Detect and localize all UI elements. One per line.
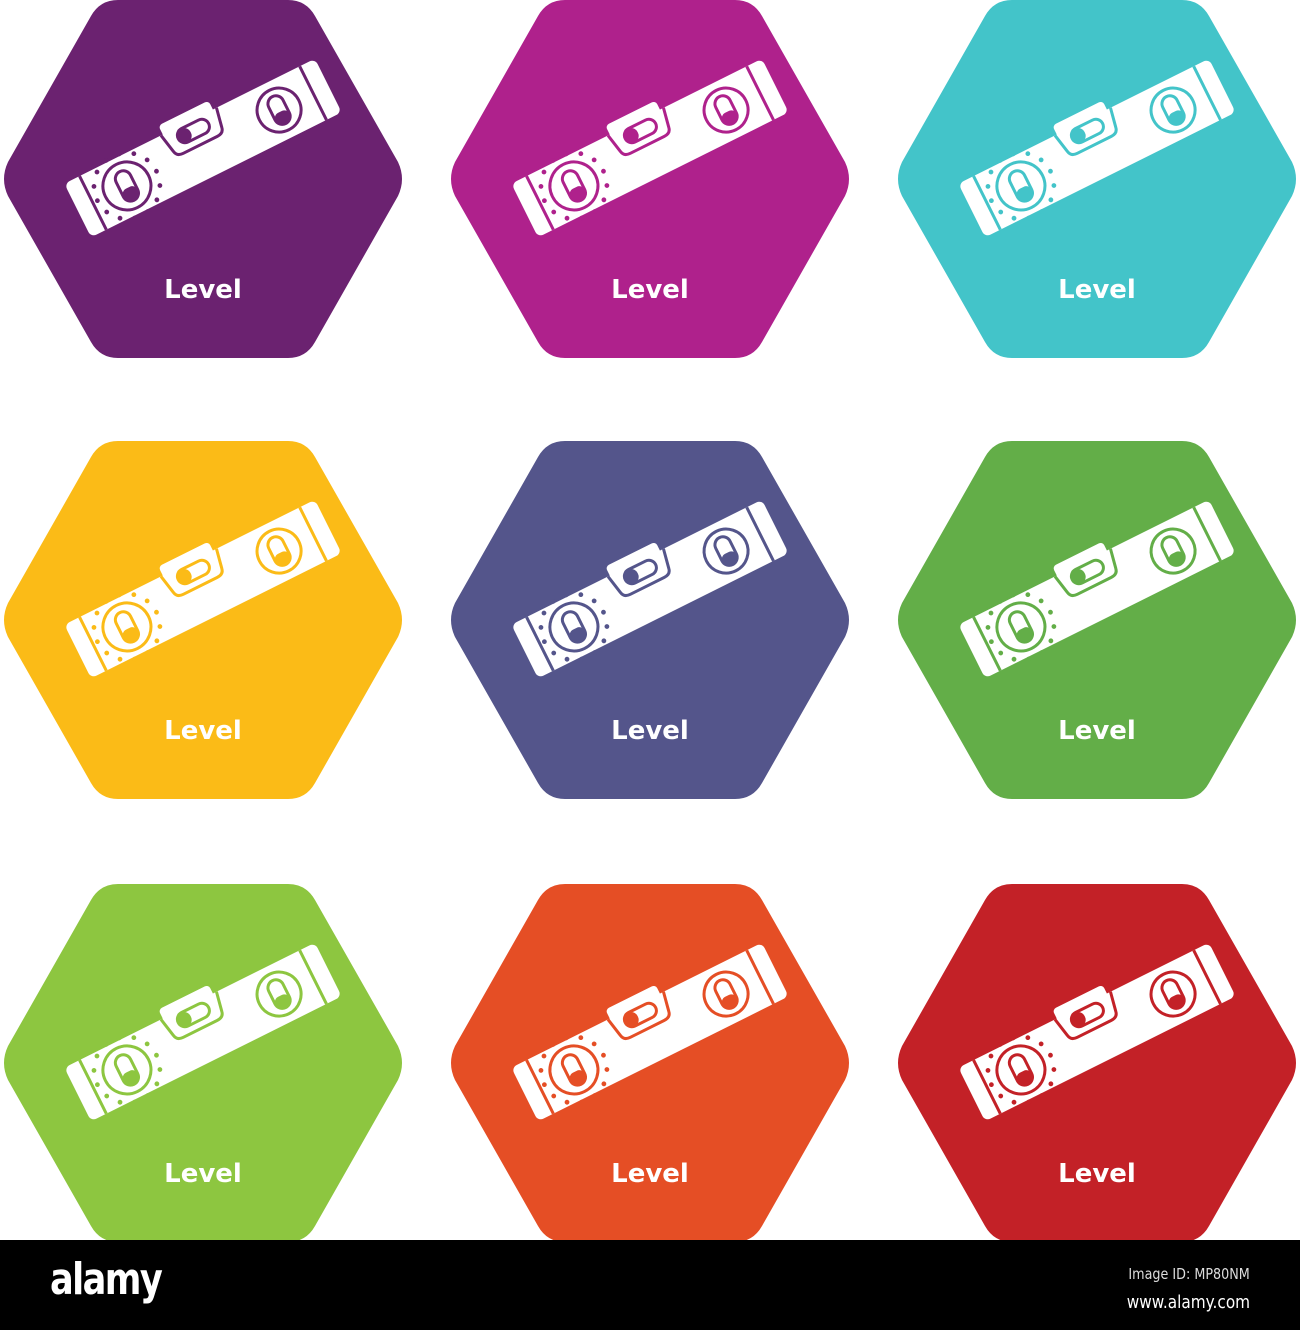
- hexagon-icon-tile: Level: [447, 0, 853, 358]
- hexagon-icon-tile: Level: [894, 0, 1300, 358]
- hexagon-icon-tile: Level: [447, 441, 853, 799]
- spirit-level-icon: [960, 501, 1234, 677]
- icon-label: Level: [164, 275, 242, 305]
- spirit-level-icon: [513, 944, 787, 1120]
- image-id: Image ID: MP80NM: [1128, 1265, 1250, 1283]
- hexagon-shape: [4, 0, 402, 358]
- hexagon-shape: [451, 441, 849, 799]
- spirit-level-icon: [66, 944, 340, 1120]
- spirit-level-icon: [960, 944, 1234, 1120]
- footer-bar: alamy Image ID: MP80NM www.alamy.com: [0, 1240, 1300, 1330]
- icon-label: Level: [611, 1159, 689, 1189]
- hexagon-shape: [898, 441, 1296, 799]
- icon-label: Level: [1058, 1159, 1136, 1189]
- spirit-level-icon: [66, 60, 340, 236]
- spirit-level-icon: [960, 60, 1234, 236]
- website-link[interactable]: www.alamy.com: [1126, 1292, 1250, 1313]
- hexagon-icon-tile: Level: [447, 884, 853, 1242]
- hexagon-shape: [4, 441, 402, 799]
- spirit-level-icon: [66, 501, 340, 677]
- icon-label: Level: [1058, 275, 1136, 305]
- hexagon-shape: [451, 0, 849, 358]
- hexagon-icon-tile: Level: [0, 0, 406, 358]
- spirit-level-icon: [513, 501, 787, 677]
- alamy-logo: alamy: [50, 1254, 163, 1305]
- hexagon-icon-tile: Level: [0, 441, 406, 799]
- icon-label: Level: [611, 275, 689, 305]
- icon-label: Level: [611, 716, 689, 746]
- hexagon-shape: [451, 884, 849, 1242]
- hexagon-shape: [898, 884, 1296, 1242]
- hexagon-icon-tile: Level: [894, 884, 1300, 1242]
- icon-label: Level: [164, 1159, 242, 1189]
- hexagon-shape: [4, 884, 402, 1242]
- hexagon-shape: [898, 0, 1296, 358]
- hexagon-icon-tile: Level: [894, 441, 1300, 799]
- spirit-level-icon: [513, 60, 787, 236]
- icon-label: Level: [164, 716, 242, 746]
- icon-grid: Level Level Level: [0, 0, 1300, 1242]
- icon-label: Level: [1058, 716, 1136, 746]
- hexagon-icon-tile: Level: [0, 884, 406, 1242]
